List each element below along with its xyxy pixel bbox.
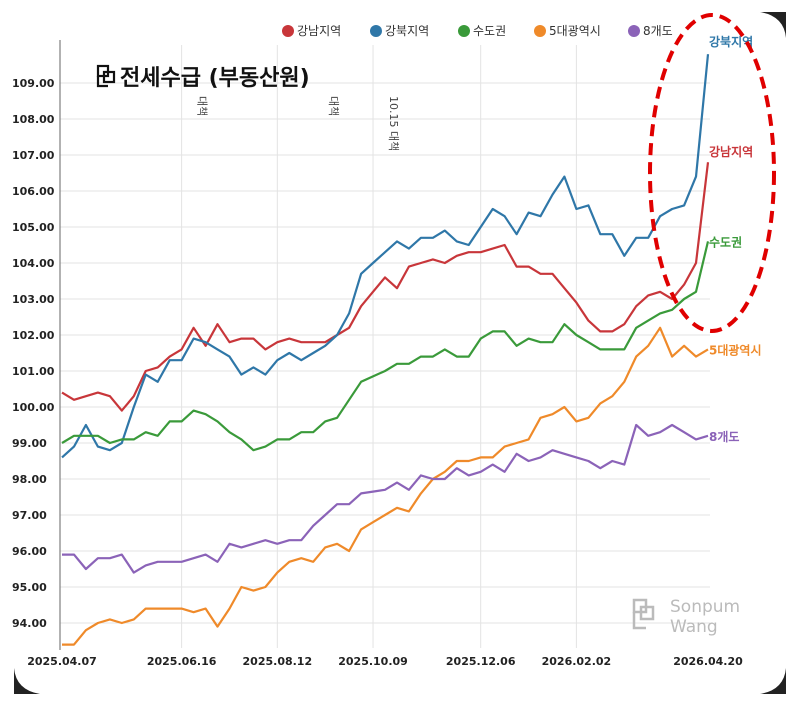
legend-marker [458, 25, 470, 37]
legend-marker [282, 25, 294, 37]
y-tick-label: 107.00 [12, 149, 55, 162]
series-end-label: 8개도 [709, 430, 739, 444]
x-tick-label: 2025.12.06 [446, 655, 516, 668]
legend-label[interactable]: 수도권 [473, 24, 506, 38]
x-tick-label: 2026.02.02 [542, 655, 612, 668]
y-tick-label: 96.00 [12, 545, 47, 558]
series-line-2 [61, 241, 710, 452]
watermark: Sonpum Wang [632, 597, 740, 637]
series-end-label: 수도권 [709, 235, 742, 249]
series-end-label: 5대광역시 [709, 342, 762, 357]
y-tick-label: 101.00 [12, 365, 55, 378]
legend-marker [534, 25, 546, 37]
y-tick-label: 103.00 [12, 293, 55, 306]
x-tick-label: 2026.04.20 [673, 655, 743, 668]
y-tick-label: 102.00 [12, 329, 55, 342]
y-tick-label: 97.00 [12, 509, 47, 522]
x-tick-label: 2025.04.07 [27, 655, 97, 668]
chart-title-text: 전세수급 (부동산원) [120, 66, 310, 91]
series-line-1 [61, 54, 710, 459]
policy-annotations: 대책 대책 10.15 대책 [196, 96, 400, 151]
legend-label[interactable]: 8개도 [643, 24, 673, 38]
series-lines [61, 54, 710, 646]
policy-annotation: 10.15 대책 [387, 96, 400, 151]
watermark-line2: Wang [670, 617, 718, 637]
y-tick-label: 105.00 [12, 221, 55, 234]
series-end-label: 강북지역 [709, 34, 753, 49]
series-line-0 [61, 162, 710, 412]
y-tick-label: 106.00 [12, 185, 55, 198]
chart-title: 전세수급 (부동산원) [96, 64, 310, 91]
legend: 강남지역 강북지역 수도권 5대광역시 8개도 [282, 24, 673, 38]
legend-marker [628, 25, 640, 37]
series-line-4 [62, 423, 709, 574]
y-tick-label: 99.00 [12, 437, 47, 450]
x-tick-label: 2025.08.12 [243, 655, 313, 668]
y-tick-label: 109.00 [12, 77, 55, 90]
logo-icon [96, 64, 116, 88]
x-tick-label: 2025.10.09 [338, 655, 408, 668]
watermark-line1: Sonpum [670, 597, 740, 617]
frame-corners [14, 12, 786, 694]
x-tick-label: 2025.06.16 [147, 655, 217, 668]
y-tick-label: 94.00 [12, 617, 47, 630]
grid [60, 45, 710, 648]
y-tick-label: 100.00 [12, 401, 55, 414]
y-tick-label: 95.00 [12, 581, 47, 594]
watermark-logo-icon [632, 598, 655, 630]
legend-label[interactable]: 5대광역시 [549, 24, 601, 38]
y-tick-label: 108.00 [12, 113, 55, 126]
series-end-label: 강남지역 [709, 144, 753, 159]
policy-annotation: 대책 [327, 96, 340, 116]
legend-label[interactable]: 강북지역 [385, 24, 429, 38]
x-axis-ticks: 2025.04.07 2025.06.16 2025.08.12 2025.10.09… [27, 655, 743, 668]
legend-marker [370, 25, 382, 37]
y-tick-label: 104.00 [12, 257, 55, 270]
policy-annotation: 대책 [196, 96, 209, 116]
highlight-ellipse [648, 13, 776, 333]
y-axis-ticks: 94.00 95.00 96.00 97.00 98.00 99.00 100.00 101.… [12, 77, 55, 630]
legend-label[interactable]: 강남지역 [297, 24, 341, 38]
series-line-3 [62, 326, 709, 646]
y-tick-label: 98.00 [12, 473, 47, 486]
